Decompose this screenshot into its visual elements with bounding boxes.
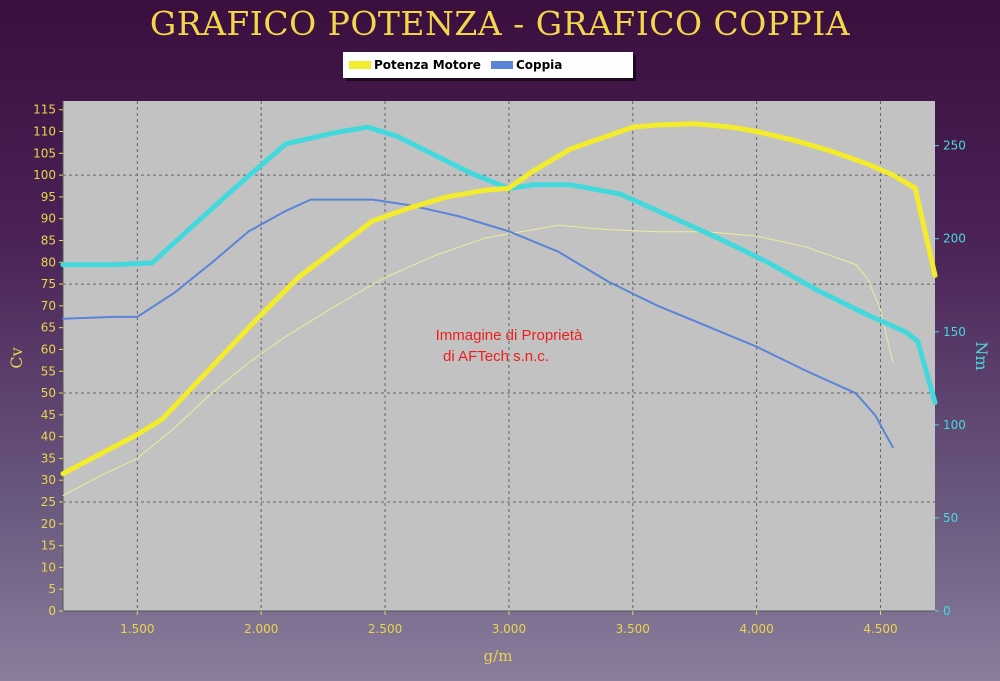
y-tick-label-right: 50 xyxy=(943,511,958,525)
y-tick-label-left: 50 xyxy=(41,386,56,400)
watermark-line-1: Immagine di Proprietà xyxy=(436,327,583,344)
legend-label-coppia: Coppia xyxy=(515,58,563,72)
y-tick-label-left: 35 xyxy=(41,451,56,465)
series-line-2 xyxy=(62,198,894,449)
grid xyxy=(62,101,935,612)
y-tick-label-left: 40 xyxy=(41,430,56,444)
y-tick-label-left: 105 xyxy=(33,146,56,160)
y-axis-label-right: Nm xyxy=(972,341,991,370)
y-tick-label-left: 30 xyxy=(41,473,56,487)
y-tick-label-left: 80 xyxy=(41,255,56,269)
legend-label-potenza: Potenza Motore xyxy=(374,58,481,72)
y-tick-label-left: 90 xyxy=(41,212,56,226)
y-axis-right: 0 50 100 150 200 250 xyxy=(935,139,966,618)
series-line-3 xyxy=(62,224,894,496)
y-tick-label-right: 0 xyxy=(943,604,951,618)
watermark-line-2: di AFTech s.n.c. xyxy=(443,348,549,365)
legend-swatch-coppia xyxy=(490,61,513,69)
x-tick-label: 3.000 xyxy=(492,622,526,636)
x-tick-label: 4.000 xyxy=(739,622,773,636)
legend-item-coppia: Coppia xyxy=(490,58,563,72)
y-tick-label-left: 15 xyxy=(41,539,56,553)
y-tick-label-left: 65 xyxy=(41,321,56,335)
y-tick-label-left: 75 xyxy=(41,277,56,291)
y-tick-label-left: 55 xyxy=(41,364,56,378)
y-tick-label-left: 95 xyxy=(41,190,56,204)
y-tick-label-right: 200 xyxy=(943,232,966,246)
y-tick-label-left: 10 xyxy=(41,560,56,574)
y-tick-label-left: 85 xyxy=(41,233,56,247)
series-line-potenza-motore xyxy=(60,121,938,477)
y-axis-label-left: Cv xyxy=(7,347,26,368)
legend-swatch-potenza xyxy=(349,61,371,69)
y-tick-label-right: 150 xyxy=(943,325,966,339)
chart-title: GRAFICO POTENZA - GRAFICO COPPIA xyxy=(149,4,851,43)
y-tick-label-right: 100 xyxy=(943,418,966,432)
legend: Potenza Motore Coppia xyxy=(343,52,633,78)
series-layer xyxy=(60,121,938,496)
y-tick-label-right: 250 xyxy=(943,139,966,153)
x-tick-label: 1.500 xyxy=(120,622,154,636)
y-tick-label-left: 110 xyxy=(33,125,56,139)
x-tick-label: 3.500 xyxy=(616,622,650,636)
legend-item-potenza: Potenza Motore xyxy=(349,58,481,72)
y-tick-label-left: 100 xyxy=(33,168,56,182)
y-tick-label-left: 25 xyxy=(41,495,56,509)
y-tick-label-left: 45 xyxy=(41,408,56,422)
x-tick-label: 2.500 xyxy=(368,622,402,636)
y-tick-label-left: 70 xyxy=(41,299,56,313)
y-tick-label-left: 5 xyxy=(48,582,56,596)
x-tick-label: 2.000 xyxy=(244,622,278,636)
y-axis-left: 0 5 10 15 20 25 30 35 40 45 50 55 60 65 70 75 80 85 90 95 10… xyxy=(33,103,63,618)
y-tick-label-left: 0 xyxy=(48,604,56,618)
x-tick-label: 4.500 xyxy=(863,622,897,636)
y-tick-label-left: 60 xyxy=(41,342,56,356)
x-axis: 1.500 2.000 2.500 3.000 3.500 4.000 4.500 xyxy=(120,611,898,636)
x-axis-label: g/m xyxy=(484,647,513,665)
y-tick-label-left: 20 xyxy=(41,517,56,531)
y-tick-label-left: 115 xyxy=(33,103,56,117)
